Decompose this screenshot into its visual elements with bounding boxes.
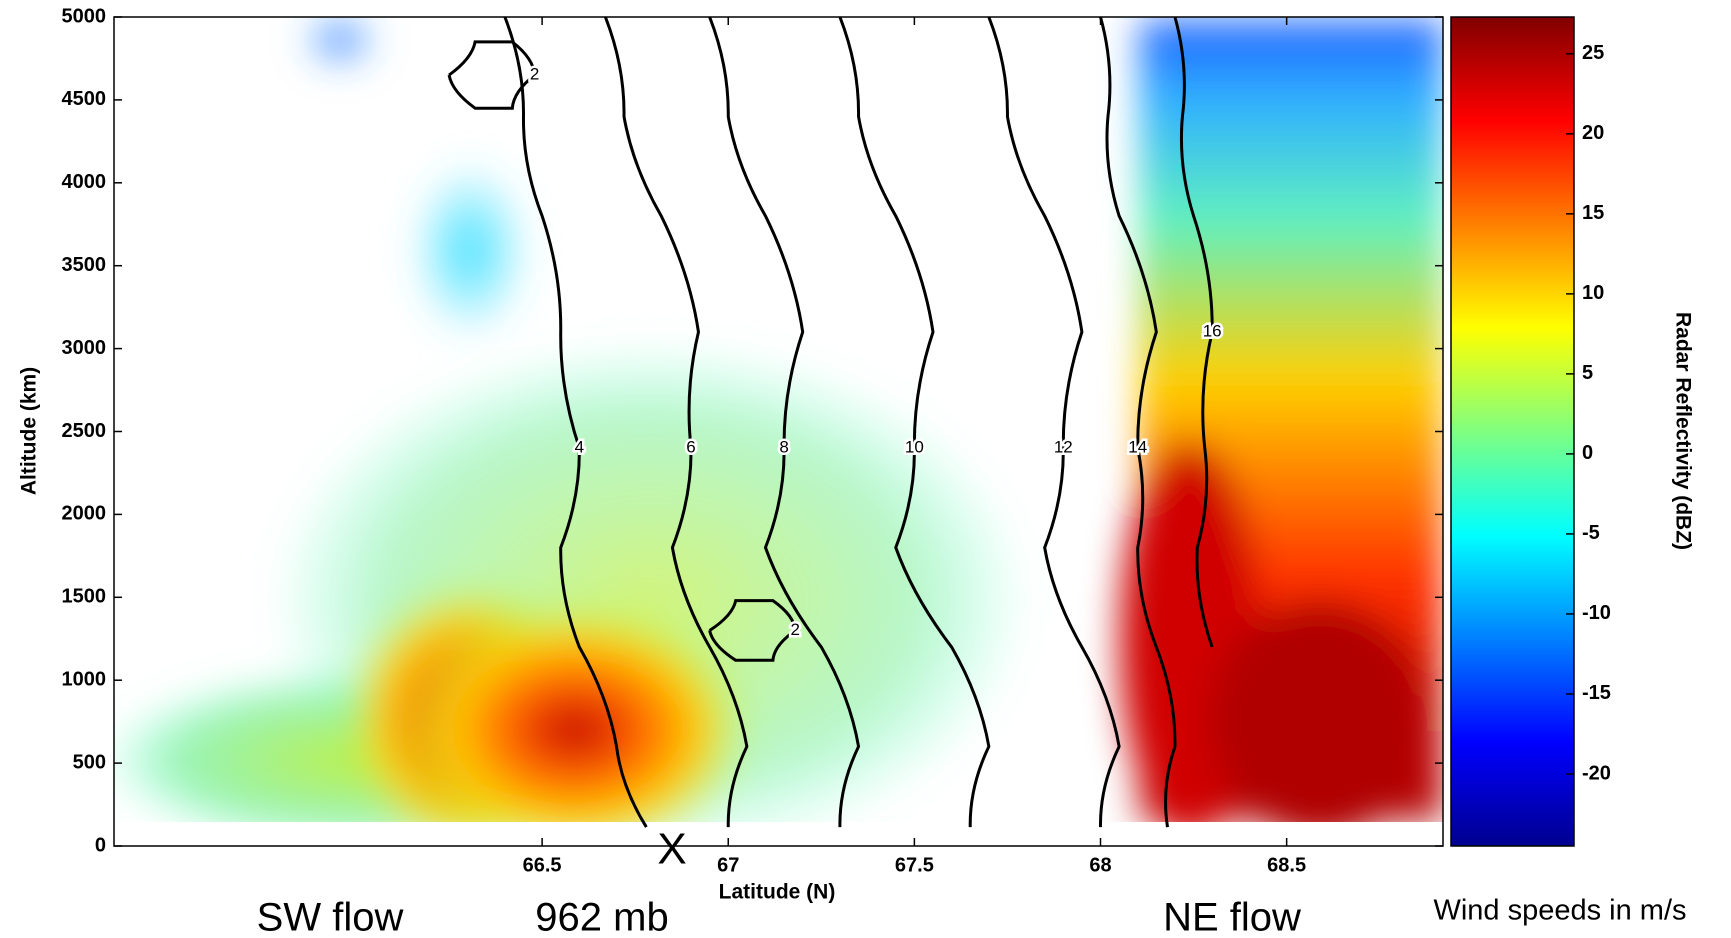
colorbar-label: Radar Reflectivity (dBZ): [1671, 312, 1694, 550]
x-tick-label: 67: [717, 854, 739, 876]
y-tick-label: 0: [95, 834, 106, 856]
annotation: SW flow: [257, 896, 404, 938]
colorbar-tick-label: 0: [1582, 442, 1593, 464]
colorbar-tick-label: 20: [1582, 122, 1604, 144]
contour-label: 12: [1054, 438, 1073, 457]
contour-line: [708, 17, 861, 828]
contour-label: 2: [791, 620, 800, 639]
y-tick-label: 1000: [62, 668, 107, 690]
contour-line: [838, 17, 991, 828]
contour-line: [1099, 17, 1177, 828]
colorbar-tick-label: -5: [1582, 522, 1600, 544]
annotation: Wind speeds in m/s: [1433, 895, 1686, 927]
contour-line: [603, 17, 749, 828]
y-axis-label: Altitude (km): [18, 367, 41, 495]
y-tick-label: 2500: [62, 420, 107, 442]
contour-label: 6: [686, 438, 695, 457]
y-tick-label: 1500: [62, 586, 107, 608]
colorbar-tick-label: -15: [1582, 682, 1611, 704]
x-tick-label: 68.5: [1267, 854, 1306, 876]
x-tick-label: 67.5: [895, 854, 934, 876]
reflectivity-field: [114, 17, 1443, 846]
colorbar-tick-label: -20: [1582, 762, 1611, 784]
colorbar-tick-label: 10: [1582, 282, 1604, 304]
x-axis-label: Latitude (N): [719, 881, 836, 904]
location-marker: X: [657, 825, 686, 874]
annotation: NE flow: [1163, 896, 1301, 938]
contour-label: 4: [575, 438, 584, 457]
x-tick-label: 68: [1089, 854, 1111, 876]
contour-line: [503, 17, 648, 828]
contour-line: [1173, 17, 1214, 648]
colorbar: [1450, 16, 1575, 847]
contour-line: [708, 599, 797, 662]
annotation: 962 mb: [535, 896, 668, 938]
contour-label: 10: [905, 438, 924, 457]
colorbar-tick-label: -10: [1582, 602, 1611, 624]
y-tick-label: 3500: [62, 254, 107, 276]
x-tick-label: 66.5: [523, 854, 562, 876]
contours: 2 2 4 6 8 10 12 14 16: [447, 17, 1224, 828]
y-tick-label: 5000: [62, 5, 107, 27]
y-tick-label: 4000: [62, 171, 107, 193]
contour-label: 2: [530, 65, 539, 84]
contour-label: 8: [779, 438, 788, 457]
contour-line: [987, 17, 1121, 828]
contour-label: 16: [1203, 322, 1222, 341]
y-tick-label: 500: [73, 751, 106, 773]
y-tick-label: 2000: [62, 503, 107, 525]
colorbar-tick-label: 25: [1582, 42, 1604, 64]
colorbar-tick-label: 5: [1582, 362, 1593, 384]
y-tick-label: 3000: [62, 337, 107, 359]
contour-line: [447, 40, 537, 110]
contour-label: 14: [1128, 438, 1147, 457]
y-tick-label: 4500: [62, 88, 107, 110]
colorbar-tick-label: 15: [1582, 202, 1604, 224]
